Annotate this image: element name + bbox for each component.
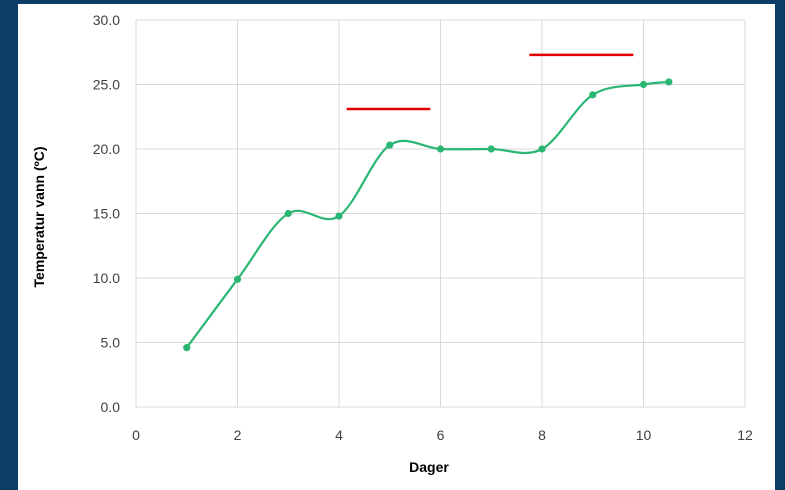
data-point [538, 145, 546, 153]
chart-panel: 0.0 5.0 10.0 15.0 20.0 25.0 30.0 0 2 4 6 8 10 12 Dag… [18, 4, 775, 490]
y-tick-label: 15.0 [93, 206, 120, 222]
data-point [589, 91, 597, 99]
data-point [183, 344, 191, 352]
data-point [436, 145, 445, 153]
x-tick-label: 0 [132, 427, 140, 443]
y-tick-label: 20.0 [93, 141, 120, 157]
data-point [639, 80, 648, 89]
y-tick-label: 25.0 [93, 77, 120, 93]
series-layer [183, 78, 673, 352]
x-axis-title: Dager [409, 459, 449, 475]
x-tick-label: 4 [335, 427, 343, 443]
x-tick-label: 10 [636, 427, 652, 443]
y-tick-labels: 0.0 5.0 10.0 15.0 20.0 25.0 30.0 [93, 12, 120, 415]
data-point [284, 209, 292, 218]
data-point [386, 141, 394, 149]
series-line [185, 80, 669, 349]
x-tick-label: 2 [234, 427, 242, 443]
reference-lines [346, 53, 634, 111]
y-axis-title: Temperatur vann (ºC) [31, 147, 47, 288]
x-tick-labels: 0 2 4 6 8 10 12 [132, 427, 753, 443]
y-tick-label: 0.0 [101, 399, 121, 415]
data-point [233, 275, 242, 283]
grid-lines [135, 19, 746, 408]
x-tick-label: 12 [737, 427, 753, 443]
data-point [487, 145, 495, 153]
y-tick-label: 10.0 [93, 270, 120, 286]
data-point [335, 212, 343, 220]
x-tick-label: 6 [437, 427, 445, 443]
y-tick-label: 5.0 [101, 335, 121, 351]
x-tick-label: 8 [538, 427, 546, 443]
temperature-chart: 0.0 5.0 10.0 15.0 20.0 25.0 30.0 0 2 4 6 8 10 12 Dag… [31, 12, 753, 475]
data-point [665, 78, 673, 86]
y-tick-label: 30.0 [93, 12, 120, 28]
